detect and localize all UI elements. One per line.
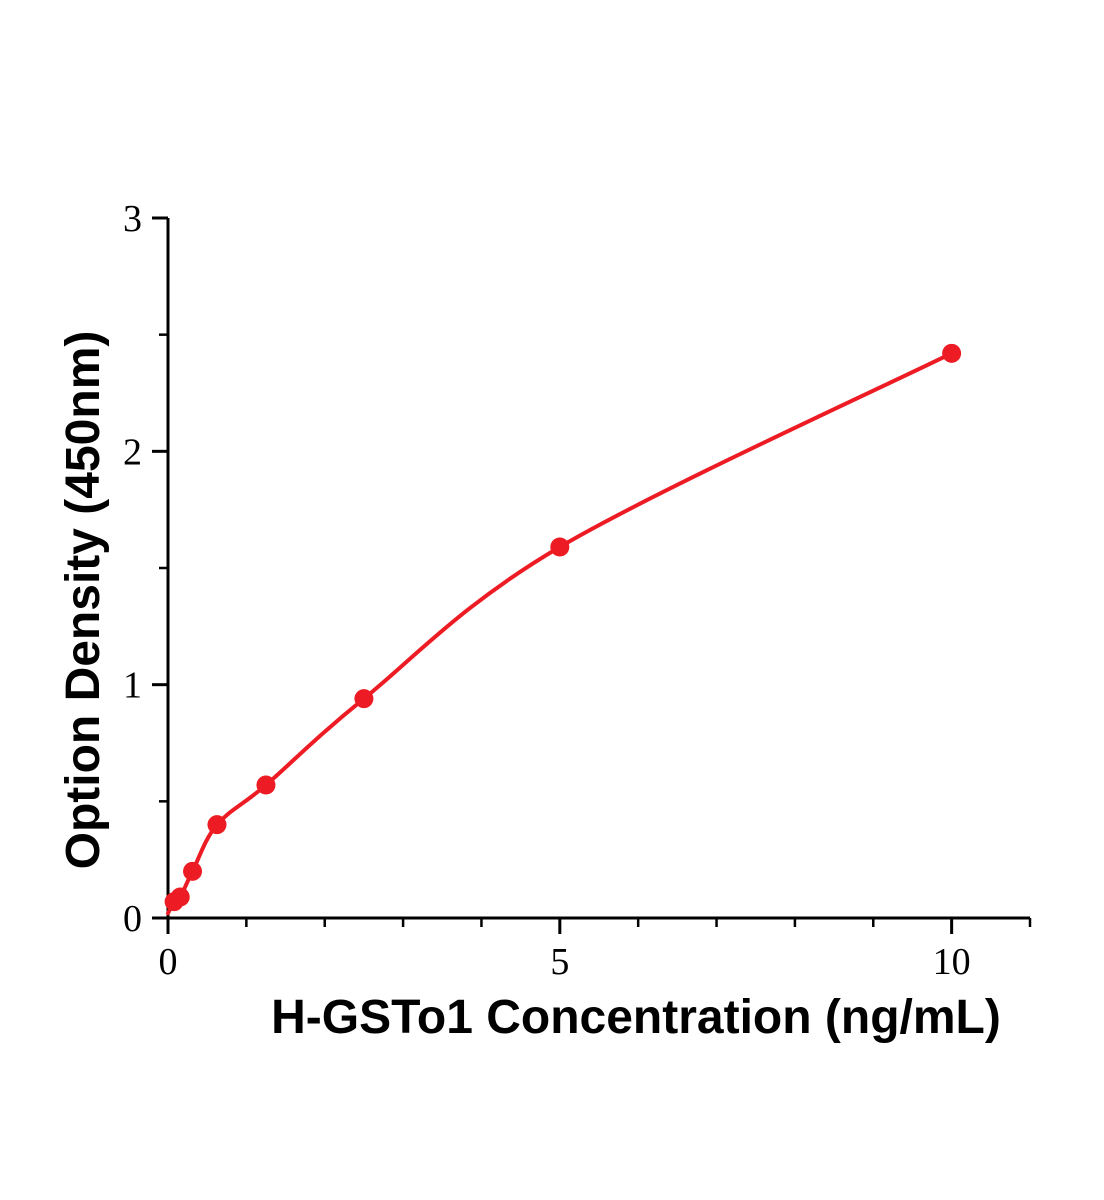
data-point	[207, 815, 227, 835]
data-point	[256, 775, 276, 795]
y-tick-label: 1	[123, 665, 142, 707]
data-point	[550, 537, 570, 557]
x-axis-label: H-GSTo1 Concentration (ng/mL)	[271, 991, 1001, 1044]
data-point	[354, 689, 374, 709]
x-tick-label: 10	[933, 941, 971, 983]
y-tick-label: 3	[123, 198, 142, 240]
axis-spines	[166, 218, 1030, 920]
data-point	[183, 861, 203, 881]
standard-curve-line	[166, 351, 954, 916]
data-point	[942, 343, 962, 363]
y-tick-label: 0	[123, 898, 142, 940]
x-tick-label: 0	[159, 941, 178, 983]
x-tick-label: 5	[550, 941, 569, 983]
data-point	[170, 887, 190, 907]
y-tick-label: 2	[123, 431, 142, 473]
y-axis-label: Option Density (450nm)	[57, 330, 110, 870]
